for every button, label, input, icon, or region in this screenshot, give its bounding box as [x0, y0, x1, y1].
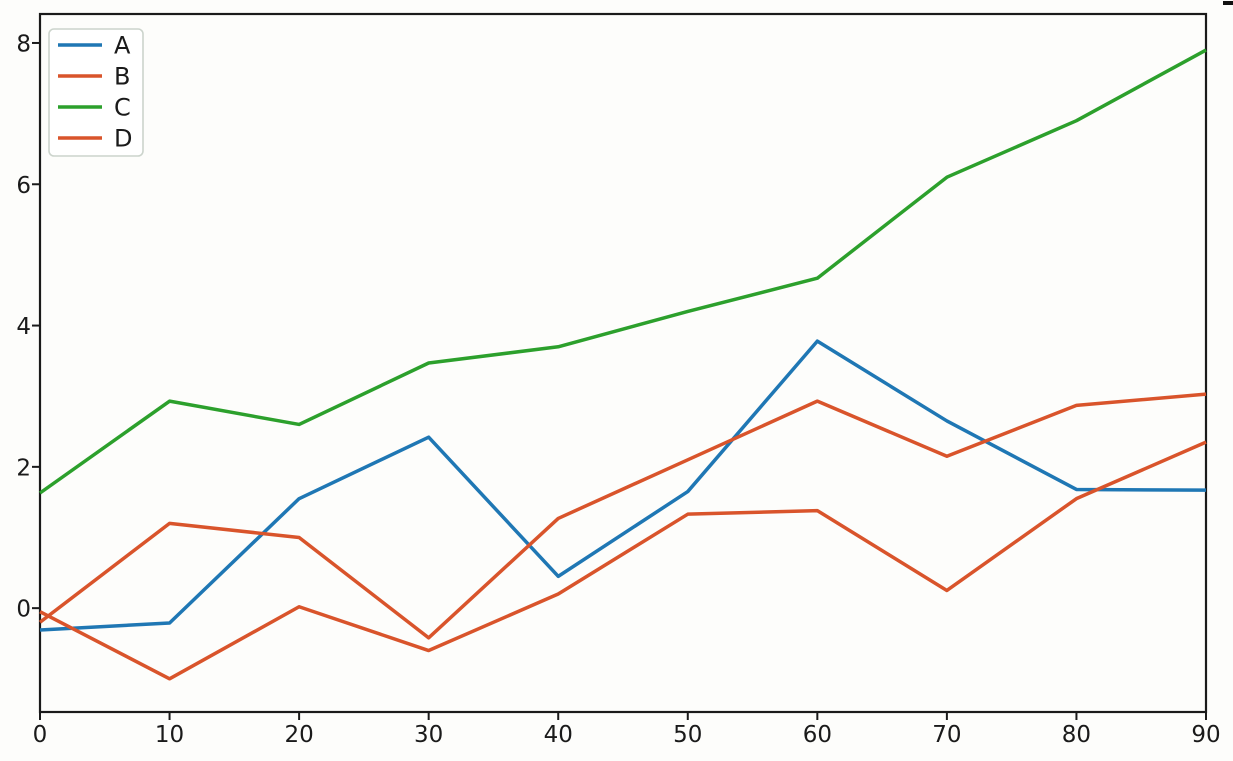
- x-tick-label: 90: [1191, 722, 1220, 748]
- y-tick-label: 8: [16, 31, 31, 57]
- legend-label: D: [114, 125, 132, 153]
- legend-box: [48, 28, 144, 157]
- plot-border: [38, 12, 1208, 714]
- y-tick-label: 4: [16, 314, 31, 340]
- x-tick-label: 30: [414, 722, 443, 748]
- series-d-line: [39, 440, 1207, 681]
- x-tick-label: 50: [673, 722, 702, 748]
- x-tick-label: 10: [155, 722, 184, 748]
- y-tick-label: 6: [16, 173, 31, 199]
- y-tick-label: 0: [16, 597, 31, 623]
- legend-item-c: C: [58, 94, 131, 122]
- x-tick-label: 70: [932, 722, 961, 748]
- x-tick-label: 60: [803, 722, 832, 748]
- y-tick-label: 2: [16, 455, 31, 481]
- legend-item-a: A: [58, 32, 131, 60]
- series-a-line: [39, 339, 1207, 632]
- series-c-line: [38, 48, 1207, 495]
- legend-item-d: D: [58, 125, 132, 153]
- x-tick-label: 20: [284, 722, 313, 748]
- x-tick-label: 40: [544, 722, 573, 748]
- legend-item-b: B: [58, 63, 130, 91]
- legend-label: B: [114, 63, 130, 91]
- corner-artifact-mark: [1223, 1, 1233, 5]
- x-tick-label: 80: [1062, 722, 1091, 748]
- x-tick-label: 0: [33, 722, 48, 748]
- legend-label: C: [114, 94, 131, 122]
- series-b-line: [38, 392, 1207, 640]
- legend-label: A: [114, 32, 131, 60]
